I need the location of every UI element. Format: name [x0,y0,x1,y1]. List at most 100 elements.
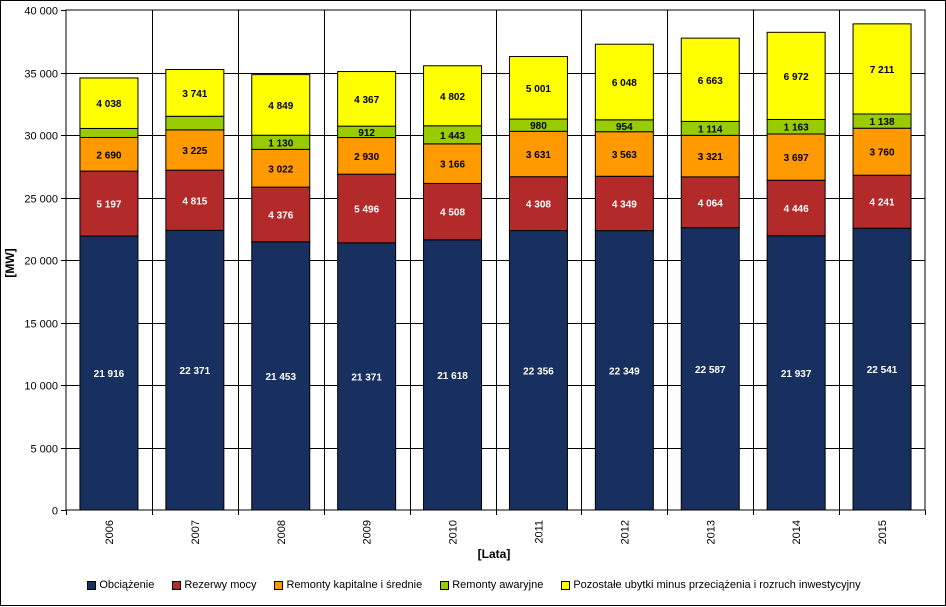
data-label: 21 618 [437,371,468,382]
data-label: 5 197 [96,200,121,211]
data-label: 21 916 [94,369,125,380]
data-label: 22 587 [695,365,726,376]
bar-segment [508,130,568,178]
y-tick-label: 30 000 [24,131,58,143]
data-label: 980 [530,121,547,132]
y-tick-label: 10 000 [24,381,58,393]
data-label: 3 631 [526,150,551,161]
bar-segment [680,176,740,229]
legend-label: Rezerwy mocy [184,579,257,591]
x-tick-label: 2007 [190,520,202,544]
bar-segment [508,230,568,511]
data-label: 3 760 [870,148,895,159]
y-tick-label: 35 000 [24,69,58,81]
data-label: 3 166 [440,160,465,171]
data-label: 2 690 [96,150,121,161]
bar-segment [165,115,225,131]
bar-segment [594,175,654,232]
data-label: 3 022 [268,164,293,175]
data-label: 5 001 [526,84,551,95]
bar-segment [766,31,826,120]
data-label: 22 356 [523,366,554,377]
y-axis-title: [MW] [3,248,17,277]
data-label: 3 563 [612,150,637,161]
data-label: 4 446 [784,204,809,215]
bar-segment [337,242,397,511]
x-tick-label: 2014 [791,520,803,544]
bar-segment [251,74,311,136]
data-label: 1 130 [268,138,293,149]
data-label: 912 [358,128,375,139]
data-label: 4 064 [698,198,723,209]
bar-segment [79,170,139,237]
bar-segment [852,127,912,176]
legend-label: Remonty kapitalne i średnie [286,579,423,591]
data-label: 4 367 [354,95,379,106]
data-label: 7 211 [870,65,895,76]
legend-swatch [87,580,97,590]
bar-segment [594,131,654,177]
data-label: 3 697 [784,153,809,164]
x-axis-title: [Lata] [478,547,511,561]
bar-segment [423,143,483,184]
bar-segment [766,179,826,237]
bar-segment [165,129,225,171]
data-label: 21 937 [781,369,812,380]
y-tick-label: 20 000 [24,256,58,268]
x-tick-label: 2009 [362,520,374,544]
bar-segment [337,71,397,127]
data-label: 4 849 [268,101,293,112]
x-tick-label: 2010 [448,520,460,544]
legend-item: Rezerwy mocy [172,579,256,591]
data-label: 1 138 [870,117,895,128]
legend-item: Obciążenie [87,579,154,591]
bar-segment [79,127,139,138]
bar-segment [680,37,740,122]
data-label: 4 802 [440,92,465,103]
data-label: 21 453 [265,372,296,383]
bar-segment [852,23,912,115]
data-label: 3 321 [698,152,723,163]
y-tick-label: 0 [52,506,58,518]
y-tick-label: 25 000 [24,194,58,206]
data-label: 4 508 [440,208,465,219]
bar-segment [508,176,568,232]
bar-segment [79,235,139,511]
legend: Obciążenie Rezerwy mocy Remonty kapitalne … [1,575,946,595]
data-label: 4 308 [526,200,551,211]
x-tick-label: 2012 [619,520,631,544]
legend-item: Remonty kapitalne i średnie [274,579,422,591]
data-label: 3 225 [182,146,207,157]
data-label: 22 349 [609,366,640,377]
data-label: 954 [616,122,633,133]
data-label: 3 741 [182,89,207,100]
data-label: 22 541 [867,365,898,376]
y-tick-label: 15 000 [24,319,58,331]
bar-segment [680,134,740,178]
legend-swatch [561,580,571,590]
data-label: 4 815 [182,196,207,207]
bar-segment [766,133,826,181]
y-tick-label: 40 000 [24,6,58,18]
data-label: 5 496 [354,205,379,216]
data-label: 6 663 [698,76,723,87]
bar-segment [594,230,654,511]
bar-segment [251,241,311,511]
bar-segment [337,137,397,175]
legend-swatch [274,580,284,590]
x-tick-label: 2015 [877,520,889,544]
x-tick-label: 2013 [705,520,717,544]
y-tick-label: 5 000 [30,444,58,456]
bar-segment [423,239,483,511]
legend-swatch [440,580,450,590]
legend-label: Remonty awaryjne [452,579,544,591]
bar-segment [680,227,740,511]
data-label: 1 443 [440,131,465,142]
data-label: 6 048 [612,78,637,89]
data-label: 1 163 [784,123,809,134]
bar-segment [594,43,654,121]
data-label: 2 930 [354,152,379,163]
bar-segment [251,148,311,188]
